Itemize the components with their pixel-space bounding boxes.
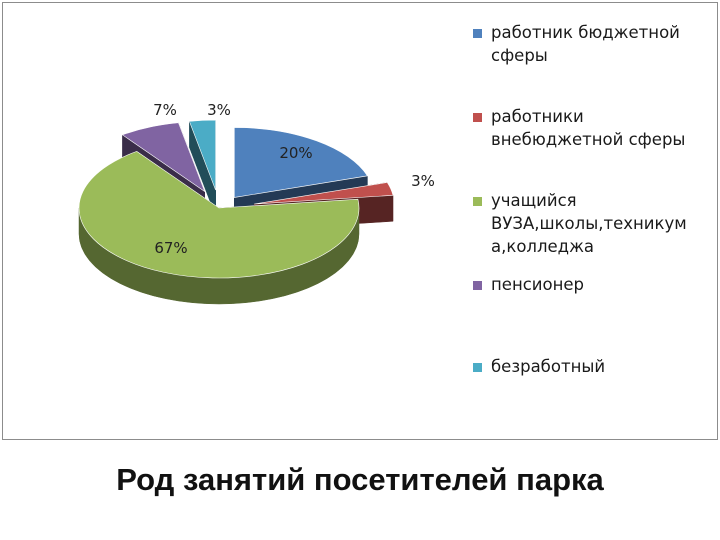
legend-label-line: работник бюджетной (491, 23, 680, 42)
legend-label-2: учащийся ВУЗА,школы,техникум а,колледжа (491, 189, 711, 258)
legend-label-line: внебюджетной сферы (491, 130, 686, 149)
legend-label-3: пенсионер (491, 273, 711, 296)
legend-swatch-0 (473, 29, 482, 38)
legend-label-4: безработный (491, 355, 711, 378)
data-label-2: 67% (154, 239, 187, 257)
legend-label-line: учащийся (491, 191, 577, 210)
legend-label-0: работник бюджетной сферы (491, 21, 711, 67)
data-label-3: 7% (153, 101, 177, 119)
pie-slice-4 (188, 119, 216, 191)
data-label-1: 3% (411, 172, 435, 190)
pie-slice-2 (78, 151, 360, 279)
pie-chart: 20% 3% 67% 7% 3% (78, 101, 435, 305)
pie-slice-1 (254, 182, 394, 205)
legend-label-line: безработный (491, 357, 606, 376)
legend-label-line: пенсионер (491, 275, 585, 294)
chart-caption: Род занятий посетителей парка (116, 462, 604, 497)
chart-area: 20% 3% 67% 7% 3% работник бюджетной сферы рабо… (2, 2, 718, 440)
legend-label-1: работники внебюджетной сферы (491, 105, 711, 151)
legend-label-line: сферы (491, 46, 548, 65)
pie-top-faces (78, 119, 394, 279)
legend-label-line: а,колледжа (491, 237, 595, 256)
data-label-0: 20% (279, 144, 312, 162)
legend-swatch-4 (473, 363, 482, 372)
data-label-4: 3% (207, 101, 231, 119)
legend-swatch-3 (473, 281, 482, 290)
pie-slice-3 (121, 122, 206, 193)
legend-label-line: ВУЗА,школы,техникум (491, 214, 687, 233)
legend-swatch-2 (473, 197, 482, 206)
legend-label-line: работники (491, 107, 584, 126)
pie-slice-0 (233, 127, 368, 198)
legend-swatch-1 (473, 113, 482, 122)
data-labels: 20% 3% 67% 7% 3% (153, 101, 435, 257)
